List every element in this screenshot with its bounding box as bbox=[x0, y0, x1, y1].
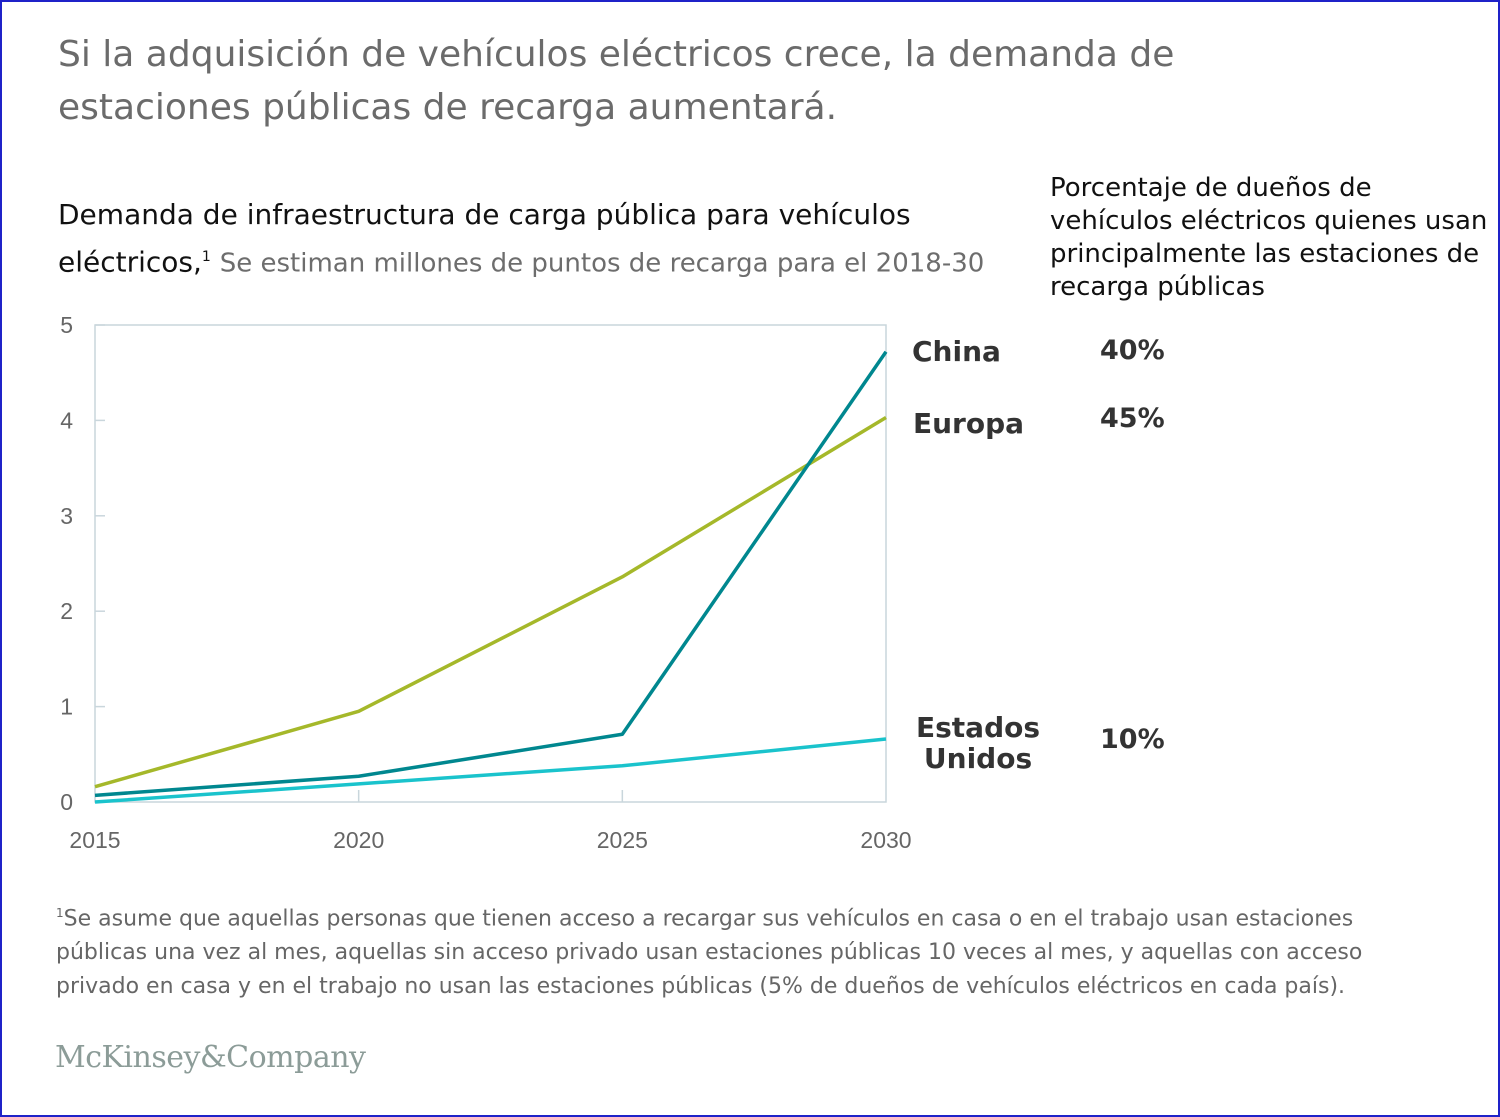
share-estados-unidos: 10% bbox=[1100, 724, 1165, 755]
plot-area bbox=[94, 324, 887, 803]
y-tick-label: 0 bbox=[60, 789, 73, 815]
chart-title: Demanda de infraestructura de carga públ… bbox=[58, 194, 1038, 284]
footnote-marker: 1 bbox=[56, 906, 64, 920]
y-tick-label: 4 bbox=[60, 407, 73, 433]
x-tick-label: 2020 bbox=[333, 827, 384, 853]
label-line: Unidos bbox=[923, 742, 1033, 775]
x-tick-label: 2015 bbox=[69, 827, 120, 853]
logo: McKinsey&Company bbox=[55, 1040, 366, 1075]
footnote-marker: 1 bbox=[201, 249, 211, 265]
y-tick-label: 2 bbox=[60, 598, 73, 624]
y-tick-label: 1 bbox=[60, 694, 73, 720]
series-label-china: China bbox=[912, 335, 1001, 368]
y-tick-label: 3 bbox=[60, 503, 73, 529]
y-tick-label: 5 bbox=[60, 312, 73, 338]
share-header: Porcentaje de dueños de vehículos eléctr… bbox=[1050, 173, 1488, 302]
share-china: 40% bbox=[1100, 335, 1165, 366]
chart-subtitle: Se estiman millones de puntos de recarga… bbox=[219, 248, 985, 279]
series-line-estados-unidos bbox=[94, 737, 887, 804]
series-label-estados-unidos: Estados Unidos bbox=[916, 712, 1040, 774]
x-tick-label: 2025 bbox=[597, 827, 648, 853]
footnote-text: Se asume que aquellas personas que tiene… bbox=[56, 906, 1363, 1000]
label-line: Estados bbox=[916, 711, 1041, 744]
x-tick-label: 2030 bbox=[860, 827, 911, 853]
series-line-china bbox=[94, 350, 888, 798]
series-label-europa: Europa bbox=[913, 407, 1025, 440]
page-title: Si la adquisición de vehículos eléctrico… bbox=[58, 34, 1175, 128]
footnote: 1Se asume que aquellas personas que tien… bbox=[56, 896, 1396, 1004]
series-line-europa bbox=[94, 416, 887, 789]
share-europa: 45% bbox=[1100, 403, 1165, 434]
chart-title-text: Demanda de infraestructura de carga públ… bbox=[58, 198, 911, 279]
